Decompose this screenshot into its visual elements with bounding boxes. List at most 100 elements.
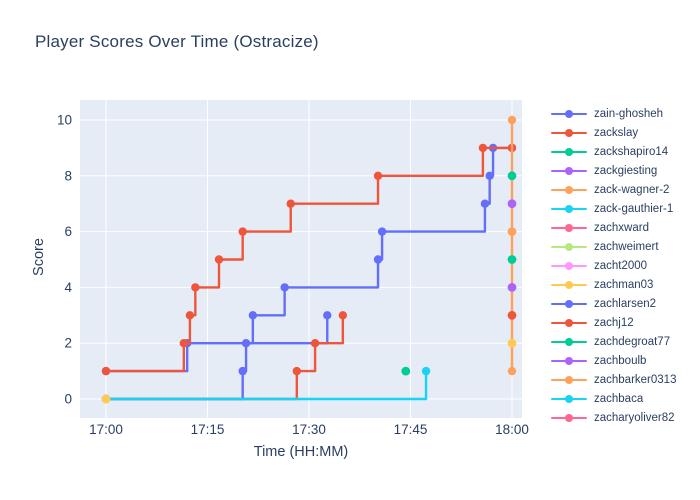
data-point-zachj12 [310, 339, 320, 348]
legend-swatch [551, 318, 587, 327]
x-tick-label: 17:30 [292, 422, 326, 437]
legend-label: zack-gauthier-1 [594, 202, 674, 215]
y-tick-label: 4 [64, 280, 72, 295]
data-point-zackslay [478, 143, 488, 153]
legend-label: zachxward [594, 221, 649, 234]
x-tick-label: 17:15 [191, 422, 225, 437]
x-tick-label: 17:00 [89, 422, 123, 437]
legend-item-zachbaca[interactable]: zachbaca [551, 389, 699, 408]
legend-swatch [551, 413, 587, 422]
data-point-zain-ghosheh [377, 227, 387, 236]
data-point-zachlarsen2 [238, 366, 247, 376]
legend-dot-sample [565, 356, 573, 365]
x-axis-title: Time (HH:MM) [253, 444, 349, 460]
data-point-zachdegroat77 [507, 255, 517, 264]
legend-swatch [551, 394, 587, 403]
y-tick-label: 8 [64, 168, 72, 183]
x-tick-label: 17:45 [394, 422, 428, 437]
legend-swatch [551, 242, 587, 251]
legend-label: zackshapiro14 [594, 145, 669, 158]
legend-swatch [551, 147, 587, 156]
data-point-zachboulb [507, 283, 517, 292]
legend-item-zacht2000[interactable]: zacht2000 [551, 256, 699, 275]
y-tick-label: 10 [57, 113, 72, 128]
legend-label: zain-ghosheh [594, 107, 664, 120]
data-point-zachlarsen2 [323, 311, 332, 320]
legend-dot-sample [565, 280, 573, 289]
legend-item-zack-gauthier-1[interactable]: zack-gauthier-1 [551, 199, 699, 218]
x-tick-label: 18:00 [495, 422, 529, 437]
legend-item-zack-wagner-2[interactable]: zack-wagner-2 [551, 180, 699, 199]
legend-item-zackshapiro14[interactable]: zackshapiro14 [551, 142, 699, 161]
legend-swatch [551, 356, 587, 365]
y-tick-label: 6 [64, 224, 72, 239]
legend-label: zachdegroat77 [594, 335, 671, 348]
legend-item-zachdegroat77[interactable]: zachdegroat77 [551, 332, 699, 351]
legend-item-zachj12[interactable]: zachj12 [551, 313, 699, 332]
data-point-zack-wagner-2 [507, 227, 517, 237]
legend-label: zachj12 [594, 316, 634, 329]
data-point-zain-ghosheh [485, 171, 494, 180]
legend-label: zackgiesting [594, 164, 658, 177]
data-point-zackslay [191, 283, 200, 292]
legend: zain-ghosheh zackslay zackshapiro14 zackgie… [551, 104, 699, 424]
data-point-zackslay [179, 339, 189, 348]
legend-dot-sample [565, 413, 573, 422]
legend-swatch [551, 261, 587, 270]
legend-item-zachlarsen2[interactable]: zachlarsen2 [551, 294, 699, 313]
data-point-zain-ghosheh [373, 255, 383, 264]
legend-dot-sample [565, 318, 573, 327]
legend-swatch [551, 166, 587, 175]
data-point-zain-ghosheh [248, 311, 258, 320]
legend-label: zachman03 [594, 278, 654, 291]
data-point-zackslay [286, 199, 295, 208]
data-point-zachj12 [292, 366, 302, 376]
legend-swatch [551, 375, 587, 384]
legend-swatch [551, 223, 587, 232]
data-point-zain-ghosheh [280, 283, 289, 292]
y-axis-title: Score [31, 238, 47, 276]
legend-label: zachboulb [594, 354, 647, 367]
y-tick-label: 0 [64, 392, 72, 407]
series-line-zack-gauthier-1 [106, 371, 428, 401]
legend-label: zackslay [594, 126, 639, 139]
legend-dot-sample [565, 261, 573, 270]
data-point-zackslay [185, 311, 195, 320]
legend-swatch [551, 337, 587, 346]
y-tick-label: 2 [64, 336, 72, 351]
legend-swatch [551, 299, 587, 308]
data-point-zachman03 [101, 394, 111, 404]
legend-dot-sample [565, 337, 573, 346]
data-point-zackslay [238, 227, 247, 236]
data-point-zackslay [373, 171, 383, 180]
legend-item-zachweimert[interactable]: zachweimert [551, 237, 699, 256]
legend-item-zackslay[interactable]: zackslay [551, 123, 699, 142]
legend-item-zachman03[interactable]: zachman03 [551, 275, 699, 294]
legend-dot-sample [565, 223, 573, 232]
legend-dot-sample [565, 242, 573, 251]
legend-item-zackgiesting[interactable]: zackgiesting [551, 161, 699, 180]
legend-item-zachbarker0313[interactable]: zachbarker0313 [551, 370, 699, 389]
legend-swatch [551, 109, 587, 118]
data-point-zackslay [214, 255, 224, 264]
data-point-zackslay [101, 366, 111, 376]
legend-dot-sample [565, 166, 573, 175]
chart-title: Player Scores Over Time (Ostracize) [35, 32, 319, 51]
legend-dot-sample [565, 109, 573, 118]
legend-label: zachweimert [594, 240, 659, 253]
legend-item-zain-ghosheh[interactable]: zain-ghosheh [551, 104, 699, 123]
legend-item-zacharyoliver82[interactable]: zacharyoliver82 [551, 408, 699, 424]
data-point-zackgiesting [507, 199, 517, 209]
plot-area[interactable] [80, 100, 522, 418]
series-line-zackslay [106, 146, 512, 373]
data-point-zachlarsen2 [241, 339, 251, 348]
legend-label: zachbarker0313 [594, 373, 677, 386]
data-point-zachj12 [507, 310, 517, 320]
legend-label: zack-wagner-2 [594, 183, 670, 196]
data-point-zachbarker0313 [507, 366, 517, 376]
legend-label: zachlarsen2 [594, 297, 657, 310]
legend-item-zachboulb[interactable]: zachboulb [551, 351, 699, 370]
data-point-zackshapiro14 [507, 171, 517, 181]
data-point-zain-ghosheh [480, 199, 490, 208]
legend-item-zachxward[interactable]: zachxward [551, 218, 699, 237]
